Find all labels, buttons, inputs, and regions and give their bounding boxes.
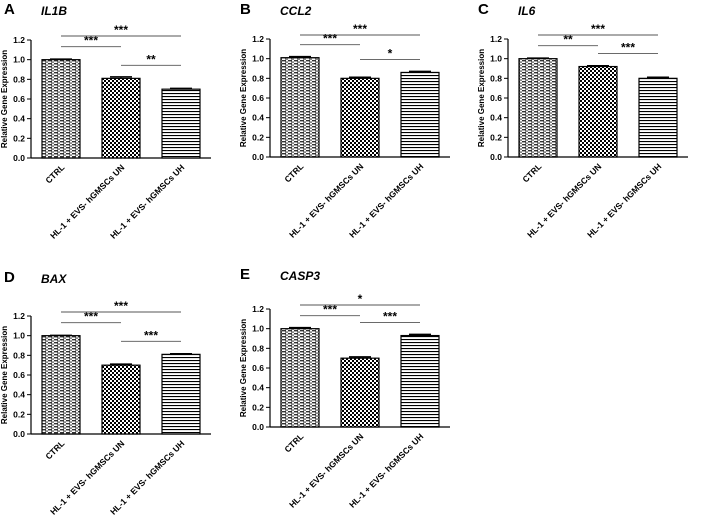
y-tick-label: 0.6 <box>13 94 25 104</box>
y-tick-label: 0.0 <box>13 153 25 163</box>
y-axis-label: Relative Gene Expression <box>239 319 248 417</box>
significance-label: *** <box>621 41 635 55</box>
y-tick-label: 1.2 <box>490 34 502 44</box>
y-tick-label: 1.0 <box>490 54 502 64</box>
y-tick-label: 0.0 <box>252 152 264 162</box>
y-tick-label: 0.2 <box>252 402 264 412</box>
bar-uh <box>161 353 201 435</box>
y-tick-label: 0.8 <box>252 73 264 83</box>
chart-title: IL1B <box>41 4 67 18</box>
y-tick-label: 1.2 <box>252 304 264 314</box>
significance-label: *** <box>323 32 337 46</box>
panel-d: D BAX Relative Gene Expression 0.0 0.2 0.4 0.6… <box>0 269 211 517</box>
significance-label: *** <box>591 22 605 36</box>
panel-letter: E <box>240 266 250 283</box>
y-tick-label: 0.6 <box>252 93 264 103</box>
bar-uh <box>400 334 440 428</box>
bar-un <box>578 65 618 158</box>
bar-uh <box>161 88 201 159</box>
panel-a: A IL1B Relative Gene Expression 0.0 0.2 0.4 0.… <box>0 1 211 241</box>
panel-letter: A <box>4 1 15 18</box>
bar-uh <box>638 77 678 158</box>
bar-uh <box>400 71 440 158</box>
x-tick-label: CTRL <box>43 162 66 185</box>
bar-un <box>101 364 141 435</box>
y-tick-label: 0.4 <box>490 113 502 123</box>
bar-ctrl <box>41 59 81 159</box>
y-tick-label: 0.0 <box>490 152 502 162</box>
y-tick-label: 0.8 <box>252 343 264 353</box>
y-tick-label: 0.6 <box>252 363 264 373</box>
y-tick-label: 1.0 <box>252 54 264 64</box>
bar-un <box>340 357 380 428</box>
y-tick-label: 0.4 <box>13 114 25 124</box>
bar-ctrl <box>518 58 558 158</box>
significance-label: *** <box>353 22 367 36</box>
y-tick-label: 0.8 <box>490 73 502 83</box>
bar-un <box>101 77 141 159</box>
x-tick-label: CTRL <box>43 438 66 461</box>
significance-label: *** <box>144 328 158 342</box>
significance-label: *** <box>114 299 128 313</box>
chart-title: CCL2 <box>280 4 312 18</box>
significance-label: * <box>388 46 393 60</box>
bar-ctrl <box>280 57 320 158</box>
panel-letter: B <box>240 1 251 18</box>
panel-letter: C <box>478 1 489 18</box>
y-tick-label: 0.2 <box>13 409 25 419</box>
y-axis-label: Relative Gene Expression <box>0 326 9 424</box>
y-tick-label: 0.2 <box>490 132 502 142</box>
significance-label: *** <box>84 34 98 48</box>
significance-label: ** <box>563 33 573 47</box>
x-tick-label: CTRL <box>282 161 305 184</box>
y-tick-label: 0.8 <box>13 350 25 360</box>
y-tick-label: 1.0 <box>13 331 25 341</box>
bar-ctrl <box>280 328 320 428</box>
y-tick-label: 0.2 <box>13 133 25 143</box>
bar-un <box>340 77 380 158</box>
chart-title: BAX <box>41 272 67 286</box>
y-tick-label: 1.2 <box>13 311 25 321</box>
y-axis-label: Relative Gene Expression <box>0 50 9 148</box>
y-tick-label: 0.0 <box>252 422 264 432</box>
significance-label: *** <box>84 310 98 324</box>
y-tick-label: 1.0 <box>13 55 25 65</box>
chart-title: CASP3 <box>280 269 320 283</box>
y-tick-label: 0.4 <box>13 390 25 400</box>
y-tick-label: 0.2 <box>252 132 264 142</box>
y-tick-label: 1.2 <box>252 34 264 44</box>
bar-ctrl <box>41 335 81 435</box>
y-tick-label: 0.4 <box>252 113 264 123</box>
panel-c: C IL6 Relative Gene Expression 0.0 0.2 0.4 0.6… <box>477 1 688 240</box>
chart-title: IL6 <box>518 4 536 18</box>
panel-e: E CASP3 Relative Gene Expression 0.0 0.2 0.4 0… <box>239 266 450 510</box>
panel-letter: D <box>4 269 15 286</box>
x-tick-label: CTRL <box>520 161 543 184</box>
significance-label: * <box>358 292 363 306</box>
y-axis-label: Relative Gene Expression <box>239 49 248 147</box>
significance-label: *** <box>323 303 337 317</box>
y-tick-label: 0.4 <box>252 383 264 393</box>
y-tick-label: 0.6 <box>13 370 25 380</box>
significance-label: *** <box>114 23 128 37</box>
x-tick-label: CTRL <box>282 431 305 454</box>
significance-label: ** <box>146 52 156 66</box>
significance-label: *** <box>383 310 397 324</box>
y-tick-label: 0.8 <box>13 74 25 84</box>
y-tick-label: 1.0 <box>252 324 264 334</box>
panel-b: B CCL2 Relative Gene Expression 0.0 0.2 0.4 0.… <box>239 1 450 240</box>
y-axis-label: Relative Gene Expression <box>477 49 486 147</box>
y-tick-label: 0.0 <box>13 429 25 439</box>
y-tick-label: 0.6 <box>490 93 502 103</box>
y-tick-label: 1.2 <box>13 35 25 45</box>
